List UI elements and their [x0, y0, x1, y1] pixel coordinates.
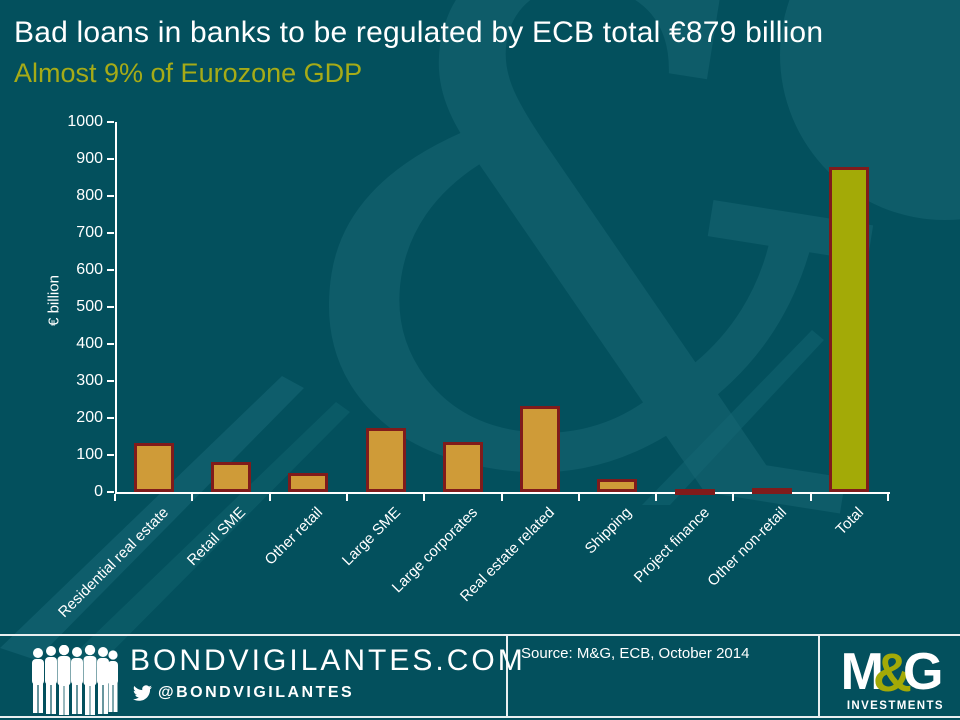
x-label-large-corporates: Large corporates [388, 504, 482, 597]
x-tick-mark [268, 494, 271, 501]
bar-other-non-retail [752, 488, 792, 494]
mg-logo-g: G [902, 643, 943, 701]
people-icon [32, 645, 118, 715]
mg-logo-investments: INVESTMENTS [846, 700, 944, 712]
footer-bottom-border [0, 716, 960, 718]
y-tick-mark [107, 306, 114, 308]
source-text: Source: M&G, ECB, October 2014 [521, 645, 750, 662]
y-tick-mark [107, 121, 114, 123]
x-label-shipping: Shipping [581, 504, 636, 558]
y-tick-mark [107, 454, 114, 456]
x-tick-mark [191, 494, 194, 501]
bar-large-corporates [443, 442, 483, 492]
y-tick-mark [107, 417, 114, 419]
bar-retail-sme [211, 462, 251, 492]
x-tick-mark [732, 494, 735, 501]
bar-real-estate-related [520, 406, 560, 492]
twitter-row: @BONDVIGILANTES [133, 684, 354, 702]
x-label-total: Total [832, 504, 868, 539]
bar-shipping [597, 479, 637, 492]
y-tick-label: 100 [76, 446, 103, 463]
mg-investments-logo: M & G INVESTMENTS [838, 643, 944, 712]
plot-area [115, 122, 890, 494]
y-tick-label: 500 [76, 298, 103, 315]
bar-other-retail [288, 473, 328, 492]
page-subtitle: Almost 9% of Eurozone GDP [14, 58, 363, 88]
page-title: Bad loans in banks to be regulated by EC… [14, 16, 824, 49]
y-tick-label: 1000 [67, 113, 103, 130]
y-tick-mark [107, 158, 114, 160]
x-label-residential-real-estate: Residential real estate [55, 504, 173, 621]
x-tick-mark [500, 494, 503, 501]
x-tick-mark [577, 494, 580, 501]
y-tick-mark [107, 380, 114, 382]
y-tick-label: 200 [76, 409, 103, 426]
bar-project-finance [675, 489, 715, 495]
x-label-other-non-retail: Other non-retail [704, 504, 791, 590]
x-tick-mark [655, 494, 658, 501]
y-tick-label: 800 [76, 187, 103, 204]
x-tick-mark [423, 494, 426, 501]
mg-logo-letters: M & G [838, 643, 944, 703]
x-label-retail-sme: Retail SME [183, 504, 250, 570]
footer-divider-left [506, 634, 508, 718]
y-tick-mark [107, 343, 114, 345]
y-tick-mark [107, 232, 114, 234]
x-label-project-finance: Project finance [630, 504, 714, 587]
x-label-large-sme: Large SME [338, 504, 405, 570]
y-tick-label: 300 [76, 372, 103, 389]
y-tick-mark [107, 195, 114, 197]
y-tick-label: 400 [76, 335, 103, 352]
x-tick-mark [809, 494, 812, 501]
footer-top-border [0, 634, 960, 636]
footer-divider-right [818, 634, 820, 718]
y-tick-label: 600 [76, 261, 103, 278]
x-label-real-estate-related: Real estate related [456, 504, 559, 606]
y-tick-label: 700 [76, 224, 103, 241]
x-tick-mark [345, 494, 348, 501]
y-tick-label: 900 [76, 150, 103, 167]
x-label-other-retail: Other retail [261, 504, 327, 569]
bar-large-sme [366, 428, 406, 492]
x-tick-mark [114, 494, 116, 501]
y-tick-label: 0 [94, 483, 103, 500]
mg-logo-ampersand: & [872, 643, 912, 703]
y-tick-mark [107, 269, 114, 271]
twitter-bird-icon [133, 685, 152, 701]
brand-text: BONDVIGILANTES.COM [130, 644, 526, 677]
bar-total [829, 167, 869, 492]
x-tick-mark [887, 494, 889, 501]
bar-residential-real-estate [134, 443, 174, 492]
twitter-handle: @BONDVIGILANTES [158, 684, 355, 701]
mg-logo-m: M [840, 643, 884, 701]
y-tick-mark [107, 491, 114, 493]
